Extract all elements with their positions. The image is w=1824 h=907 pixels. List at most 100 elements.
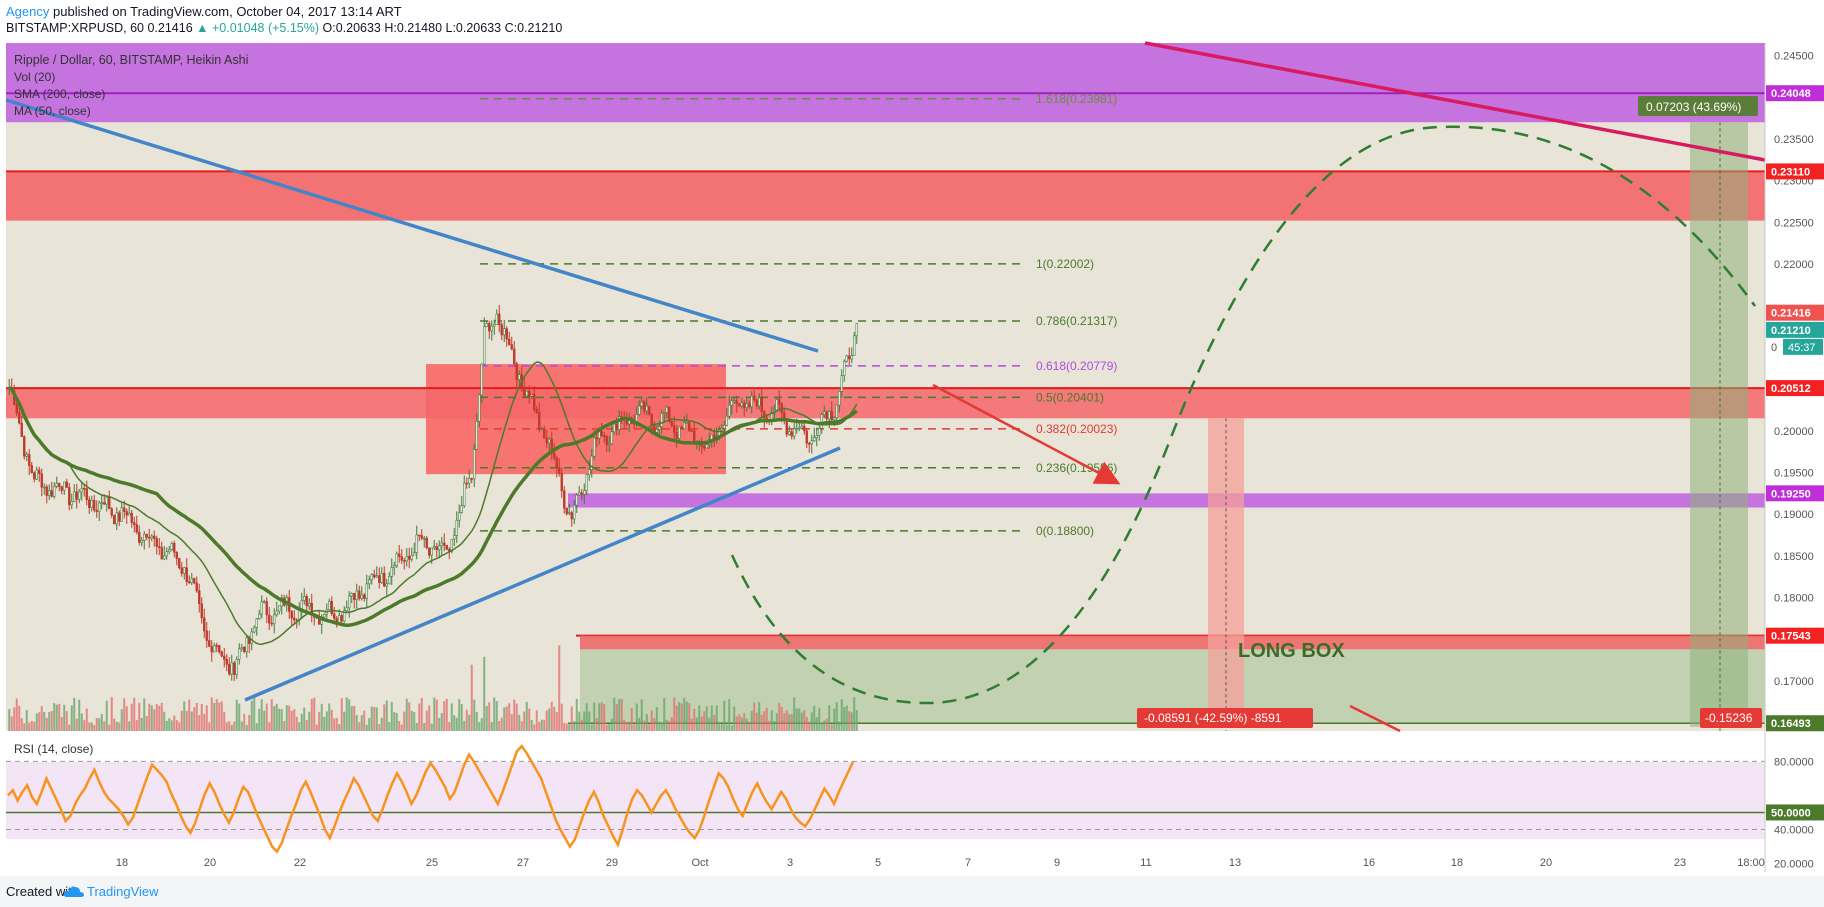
volume-bar [215,699,218,731]
candle-body [188,581,191,583]
candle-body [830,410,833,421]
candle-body [833,417,836,421]
candle-body [65,481,68,488]
volume-bar [513,699,516,731]
price-label-3: 0.21210 [1771,325,1811,337]
volume-bar [658,721,661,731]
stop2-label-bg [1700,708,1762,728]
candle-body [330,600,333,615]
candle-body [425,537,428,549]
x-tick-17: 18:00 [1737,857,1765,869]
candle-body [355,590,358,600]
volume-bar [58,703,61,731]
candle-body [640,401,643,407]
volume-bar [518,714,521,731]
volume-bar [165,720,168,731]
author-link[interactable]: Agency [6,4,50,19]
candle-body [575,494,578,506]
volume-bar [610,718,613,731]
volume-bar [460,704,463,731]
volume-bar [323,716,326,731]
stop-label: -0.08591 (-42.59%) -8591 [1144,711,1282,725]
volume-bar [445,698,448,731]
price-label-1: 0.23110 [1771,166,1810,178]
price-chart[interactable]: 1.618(0.23981) 1(0.22002) 0.786(0.21317) 0.… [0,0,1824,876]
candle-body [290,611,293,619]
volume-bar [388,722,391,731]
volume-bar [685,701,688,731]
volume-bar [490,722,493,731]
volume-bar [283,721,286,731]
price-tick-9: 0.18000 [1774,593,1814,605]
volume-bar [843,707,846,731]
volume-bar [505,706,508,731]
volume-bar [403,711,406,731]
volume-bar [63,704,66,731]
volume-bar [690,718,693,731]
volume-bar [295,716,298,731]
volume-bar [565,723,568,731]
candle-body [825,411,828,420]
price-label-bg-4 [1766,380,1824,397]
volume-bar [598,703,601,731]
volume-bar [328,703,331,731]
candle-body [483,326,486,365]
candle-body [668,406,671,422]
tradingview-brand[interactable]: TradingView [87,884,159,899]
volume-bar [673,697,676,731]
footer: Created with TradingView [0,876,1824,907]
price-label-5: 0.19250 [1771,488,1811,500]
volume-bar [113,718,116,731]
legend-line-0: Ripple / Dollar, 60, BITSTAMP, Heikin As… [14,53,248,67]
volume-bar [668,720,671,731]
volume-bar [360,715,363,731]
candle-body [798,427,801,430]
candle-body [268,614,271,624]
volume-bar [85,708,88,731]
volume-bar [203,713,206,731]
volume-bar [603,704,606,731]
countdown: 45:37 [1788,342,1816,354]
volume-bar [268,722,271,731]
candle-body [540,428,543,431]
volume-bar [160,702,163,731]
candle-body [323,614,326,618]
volume-bar [823,720,826,731]
candle-body [70,501,73,506]
candle-body [328,600,331,610]
candle-body [495,313,498,325]
candle-body [743,402,746,408]
candle-body [213,645,216,653]
candle-body [663,412,666,414]
candle-body [615,423,618,430]
candle-body [68,487,71,506]
volume-bar [213,702,216,731]
volume-bar [18,705,21,731]
volume-bar [173,715,176,731]
volume-bar [503,707,506,731]
volume-bar [680,703,683,731]
candle-body [415,534,418,553]
volume-bar [290,710,293,731]
candle-body [75,491,78,500]
candle-body [120,507,123,522]
candle-body [605,436,608,446]
candle-body [223,655,226,660]
candle-body [225,659,228,665]
candle-body [733,400,736,403]
candle-body [720,428,723,431]
candle-body [443,542,446,546]
x-tick-8: 5 [875,857,881,869]
volume-bar [693,708,696,731]
volume-bar [28,722,31,731]
volume-bar [735,716,738,731]
fib-label-4: 0.5(0.20401) [1036,390,1104,404]
volume-bar [708,717,711,731]
price-tick-0: 0.24500 [1774,51,1814,63]
volume-bar [30,720,33,731]
volume-bar [855,710,858,731]
candle-body [545,437,548,444]
cup-projection [730,125,1757,705]
x-tick-16: 23 [1674,857,1686,869]
volume-bar [608,723,611,731]
